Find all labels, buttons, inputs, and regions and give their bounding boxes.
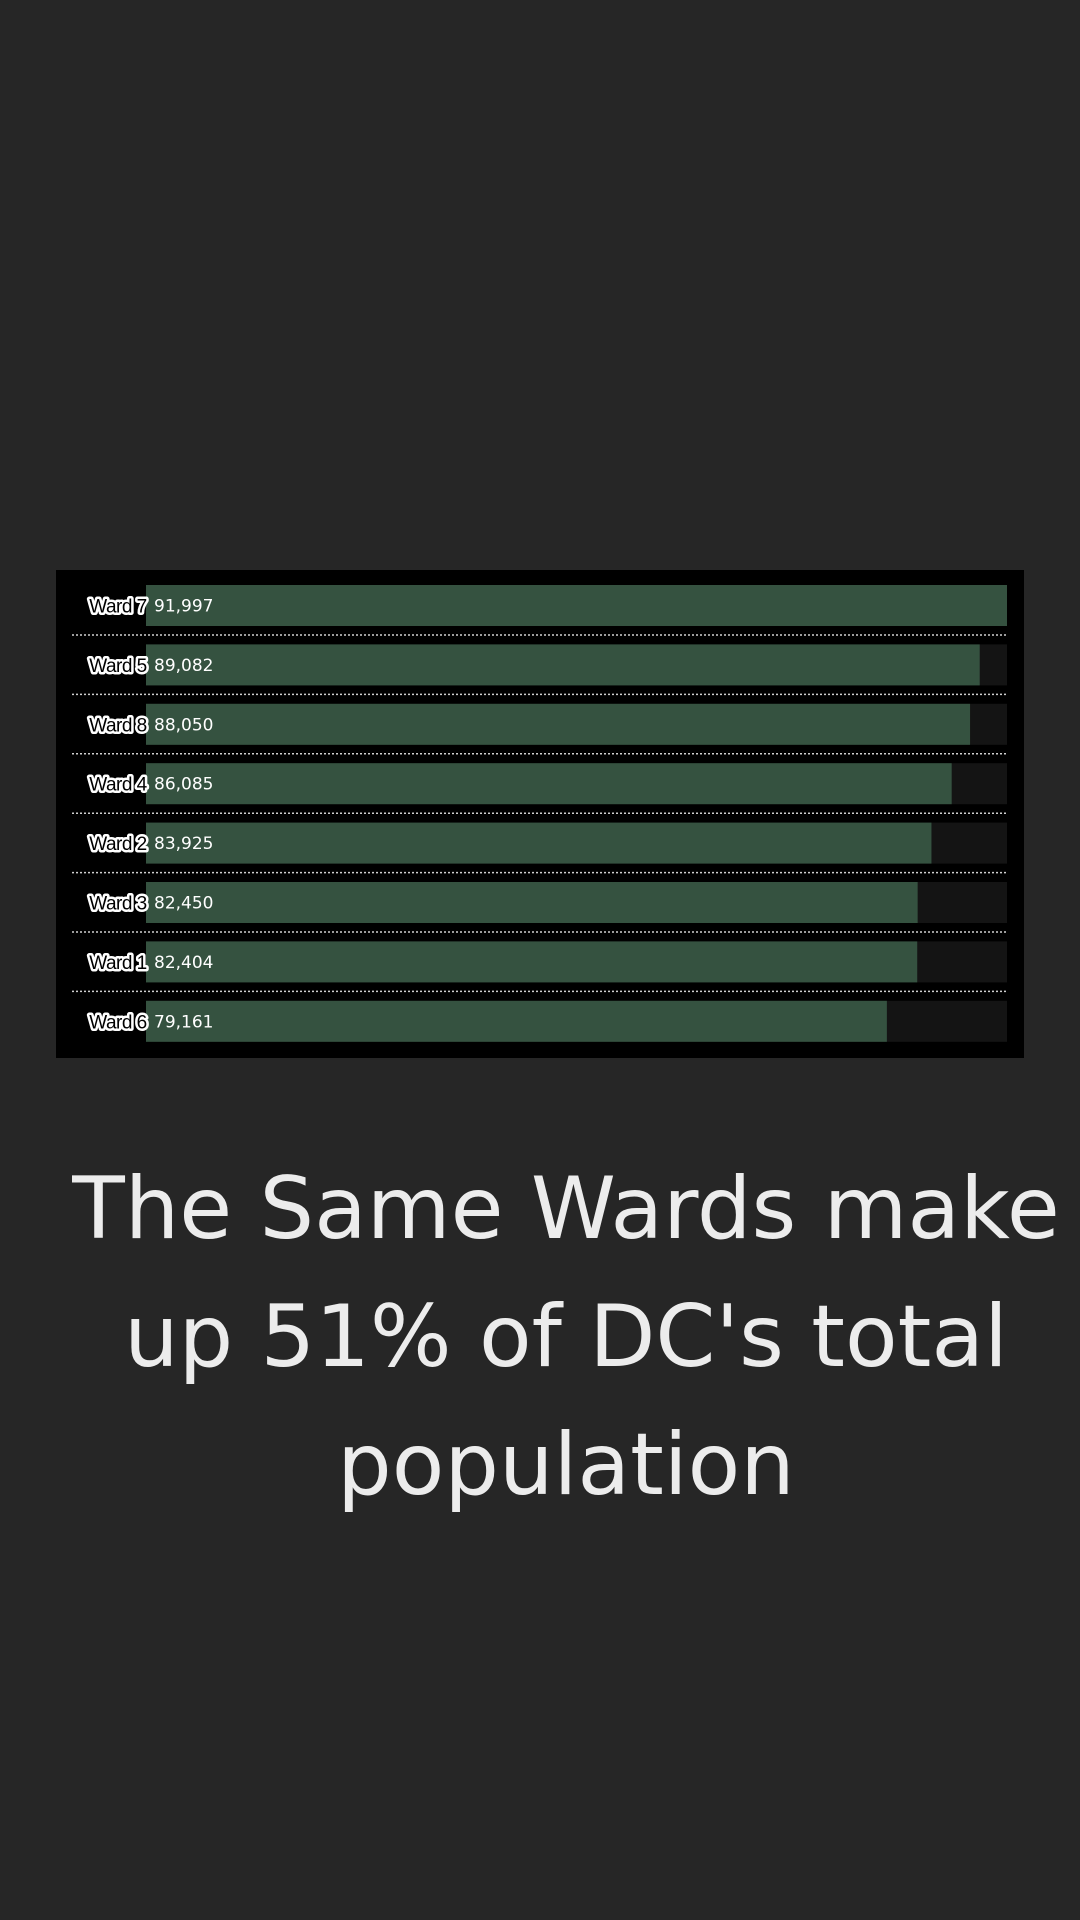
bar-chart-panel: Ward 7 91,997 Ward 5 89,082 Ward 8 88,050 Ward… [56, 570, 1024, 1058]
bar-value-label: 82,450 [154, 894, 213, 914]
bar-value-label: 82,404 [154, 953, 213, 973]
bar-category-label: Ward 4 [89, 775, 147, 796]
bar-value-label: 83,925 [154, 834, 213, 854]
bar-category-label: Ward 8 [89, 715, 147, 736]
bar-category-label: Ward 2 [89, 834, 147, 855]
bar-value-label: 79,161 [154, 1012, 213, 1032]
bar [146, 1000, 887, 1042]
bar-category-label: Ward 1 [89, 953, 147, 974]
bar [146, 703, 971, 745]
bar-category-label: Ward 7 [89, 597, 147, 618]
bar [146, 941, 918, 983]
bar [146, 822, 932, 864]
bar-chart: Ward 7 91,997 Ward 5 89,082 Ward 8 88,050 Ward… [72, 585, 1007, 1042]
bar-category-label: Ward 6 [89, 1012, 147, 1033]
bar-value-label: 91,997 [154, 597, 213, 617]
bar [146, 882, 918, 923]
bar-value-label: 88,050 [154, 715, 213, 735]
bar [146, 763, 952, 805]
bar-value-label: 89,082 [154, 656, 213, 676]
bar [146, 644, 980, 686]
bar-value-label: 86,085 [154, 775, 213, 795]
bar-category-label: Ward 5 [89, 656, 147, 677]
bar [146, 585, 1007, 626]
headline: The Same Wards make up 51% of DC's total… [72, 1159, 1060, 1515]
bar-category-label: Ward 3 [89, 894, 147, 915]
